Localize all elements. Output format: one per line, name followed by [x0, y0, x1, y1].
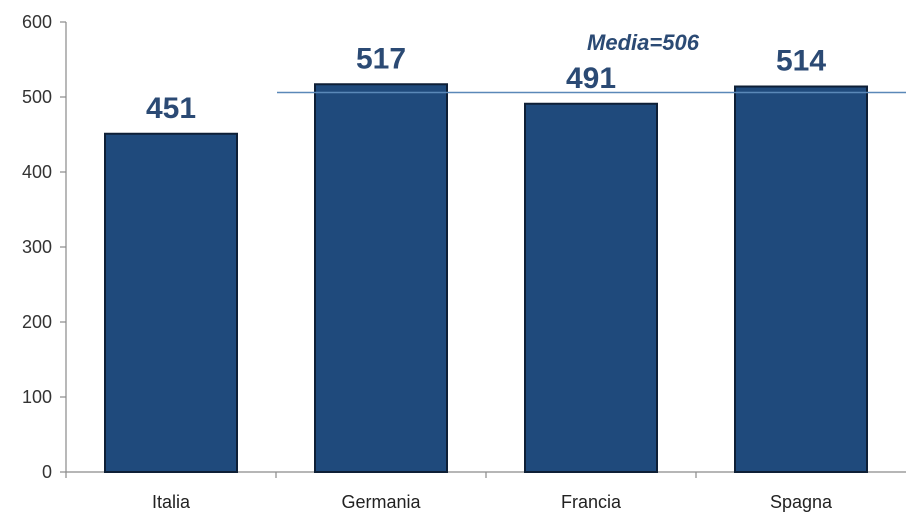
data-label: 451	[146, 92, 196, 125]
reference-line-label: Media=506	[587, 30, 700, 55]
y-tick-label: 200	[22, 312, 52, 332]
x-axis: Italia Germania Francia Spagna	[65, 471, 906, 512]
reference-line-group: Media=506	[277, 30, 906, 94]
y-tick-label: 0	[42, 462, 52, 482]
data-label: 514	[776, 45, 826, 78]
y-axis: 0 100 200 300 400 500 600	[22, 12, 67, 482]
y-tick-label: 300	[22, 237, 52, 257]
data-label: 517	[356, 42, 406, 75]
y-tick-label: 500	[22, 87, 52, 107]
y-tick-label: 400	[22, 162, 52, 182]
data-labels: 451 517 491 514	[146, 42, 826, 125]
y-tick-label: 600	[22, 12, 52, 32]
x-tick-label: Spagna	[770, 492, 833, 512]
data-label: 491	[566, 62, 616, 95]
bar-francia	[524, 102, 658, 473]
bar-germania	[314, 83, 448, 473]
x-tick-label: Francia	[561, 492, 622, 512]
bars	[104, 83, 868, 473]
bar-italia	[104, 132, 238, 473]
bar-spagna	[734, 85, 868, 473]
y-tick-label: 100	[22, 387, 52, 407]
x-tick-label: Italia	[152, 492, 191, 512]
x-tick-label: Germania	[341, 492, 421, 512]
